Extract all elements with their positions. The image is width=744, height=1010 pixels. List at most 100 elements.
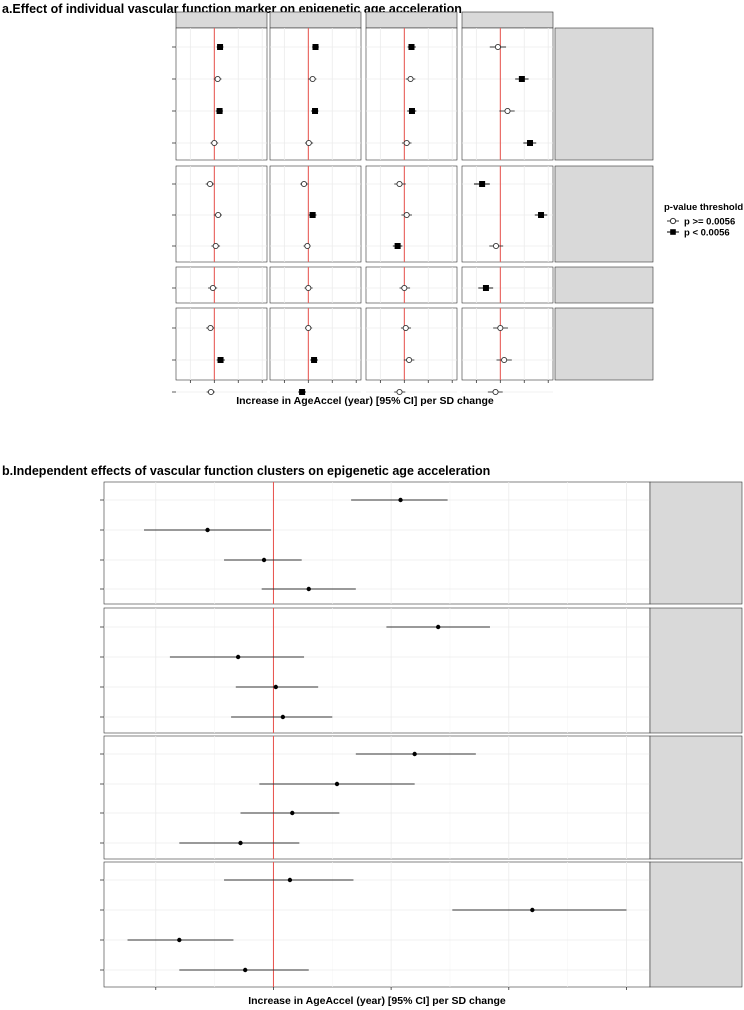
legend-label-significant: p < 0.0056 bbox=[684, 228, 730, 239]
panel-a-x-axis-label: Increase in AgeAccel (year) [95% CI] per… bbox=[236, 395, 494, 407]
panel-b bbox=[100, 481, 743, 990]
facet-endothelial-function-0 bbox=[175, 266, 268, 304]
facet-blood-pressure-0 bbox=[175, 27, 268, 161]
point-not-significant bbox=[304, 242, 311, 250]
point-estimate bbox=[334, 781, 340, 787]
point-estimate bbox=[435, 624, 441, 630]
point-not-significant bbox=[396, 180, 403, 188]
point-not-significant bbox=[207, 324, 214, 332]
facet-ageaccelgrim bbox=[103, 861, 651, 988]
facet-hemodynamics-0 bbox=[175, 307, 268, 381]
facet-ageaccel-hannum bbox=[103, 607, 651, 734]
facet-hemodynamics-1 bbox=[269, 307, 362, 381]
point-not-significant bbox=[300, 180, 308, 188]
facet-arterial-stiffness-0 bbox=[175, 165, 268, 263]
point-estimate bbox=[273, 684, 279, 690]
point-significant bbox=[299, 389, 306, 395]
point-significant bbox=[216, 108, 223, 114]
point-not-significant bbox=[406, 356, 413, 364]
point-significant bbox=[408, 108, 415, 114]
group-strip-hemodynamics bbox=[554, 307, 654, 381]
facet-blood-pressure-3 bbox=[461, 27, 554, 161]
legend-open-circle-icon bbox=[669, 217, 677, 225]
panel-strip-ageaccel-horvath bbox=[649, 481, 743, 605]
point-significant bbox=[394, 243, 401, 249]
point-significant bbox=[479, 181, 486, 187]
point-not-significant bbox=[501, 356, 508, 364]
point-estimate bbox=[261, 557, 267, 563]
legend-filled-square-icon bbox=[670, 229, 676, 235]
facet-endothelial-function-3 bbox=[461, 266, 554, 304]
facet-hemodynamics-2 bbox=[365, 307, 458, 381]
point-not-significant bbox=[207, 388, 215, 396]
point-not-significant bbox=[403, 211, 410, 219]
facet-endothelial-function-2 bbox=[365, 266, 458, 304]
point-not-significant bbox=[402, 324, 409, 332]
facet-ageaccelpheno bbox=[103, 735, 651, 860]
panel-strip-ageaccel-hannum bbox=[649, 607, 743, 734]
point-significant bbox=[408, 44, 415, 50]
strip-ageaccel-hannum bbox=[269, 11, 362, 29]
point-not-significant bbox=[211, 139, 218, 147]
point-significant bbox=[311, 357, 318, 363]
point-significant bbox=[309, 212, 316, 218]
point-significant bbox=[312, 108, 319, 114]
point-not-significant bbox=[504, 107, 511, 115]
point-significant bbox=[217, 357, 224, 363]
panel-a bbox=[172, 11, 654, 396]
legend-label-not-significant: p >= 0.0056 bbox=[684, 217, 735, 228]
point-not-significant bbox=[305, 284, 312, 292]
point-estimate bbox=[280, 714, 286, 720]
point-estimate bbox=[287, 877, 293, 883]
panel-b-x-axis-label: Increase in AgeAccel (year) [95% CI] per… bbox=[248, 995, 506, 1007]
strip-ageaccelgrim bbox=[461, 11, 554, 29]
point-not-significant bbox=[494, 43, 501, 51]
point-not-significant bbox=[209, 284, 216, 292]
point-significant bbox=[527, 140, 534, 146]
point-estimate bbox=[243, 967, 248, 973]
point-estimate bbox=[290, 810, 295, 816]
facet-hemodynamics-3 bbox=[461, 307, 554, 381]
point-not-significant bbox=[305, 324, 312, 332]
point-not-significant bbox=[492, 388, 499, 396]
point-not-significant bbox=[401, 284, 408, 292]
legend-item-significant: p < 0.0056 bbox=[667, 228, 730, 239]
strip-ageaccelpheno bbox=[365, 11, 458, 29]
panel-strip-ageaccelgrim bbox=[649, 861, 743, 988]
legend: p-value threshold p >= 0.0056 p < 0.0056 bbox=[664, 202, 743, 239]
point-not-significant bbox=[407, 75, 414, 83]
facet-ageaccel-horvath bbox=[103, 481, 651, 605]
facet-endothelial-function-1 bbox=[269, 266, 362, 304]
point-significant bbox=[518, 76, 525, 82]
point-significant bbox=[217, 44, 224, 50]
point-estimate bbox=[177, 937, 182, 943]
point-not-significant bbox=[396, 388, 403, 396]
point-estimate bbox=[306, 586, 311, 592]
facet-arterial-stiffness-2 bbox=[365, 165, 458, 263]
point-estimate bbox=[238, 840, 243, 846]
group-strip-blood-pressure bbox=[554, 27, 654, 161]
point-not-significant bbox=[212, 242, 219, 250]
point-not-significant bbox=[497, 324, 504, 332]
strip-ageaccel-horvath bbox=[175, 11, 268, 29]
point-estimate bbox=[398, 497, 403, 503]
point-estimate bbox=[530, 907, 535, 913]
point-not-significant bbox=[214, 75, 221, 83]
panel-strip-ageaccelpheno bbox=[649, 735, 743, 860]
point-not-significant bbox=[403, 139, 410, 147]
point-significant bbox=[538, 212, 545, 218]
point-estimate bbox=[205, 527, 210, 533]
point-not-significant bbox=[215, 211, 222, 219]
point-estimate bbox=[235, 654, 241, 660]
group-strip-endothelial-function bbox=[554, 266, 654, 304]
point-not-significant bbox=[305, 139, 312, 147]
group-strip-arterial-stiffness bbox=[554, 165, 654, 263]
point-not-significant bbox=[309, 75, 316, 83]
point-estimate bbox=[412, 751, 417, 757]
legend-item-not-significant: p >= 0.0056 bbox=[667, 217, 735, 228]
panel-b-title: b.Independent effects of vascular functi… bbox=[2, 464, 490, 478]
point-significant bbox=[312, 44, 319, 50]
point-not-significant bbox=[206, 180, 214, 188]
point-significant bbox=[482, 285, 489, 291]
